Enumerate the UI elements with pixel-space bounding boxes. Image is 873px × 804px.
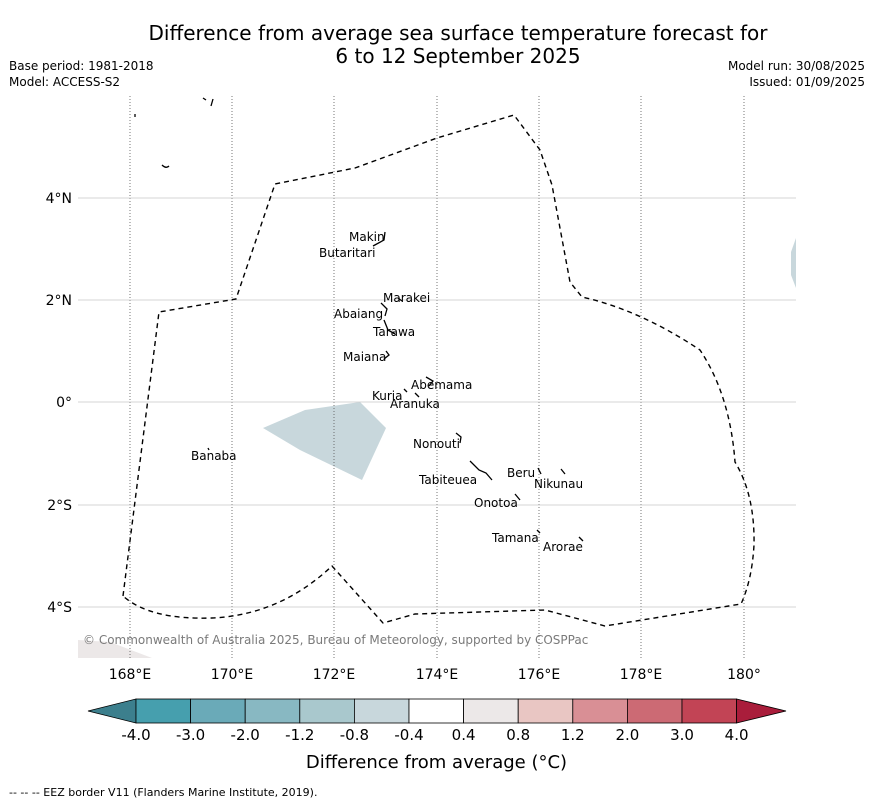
island-outline-north-4 xyxy=(161,164,170,168)
base-period: Base period: 1981-2018 xyxy=(9,59,154,73)
island-outline-onotoa xyxy=(514,493,521,501)
map-title: Difference from average sea surface temp… xyxy=(88,22,828,68)
colorbar-segment xyxy=(517,698,574,724)
island-outline-nikunau xyxy=(560,468,566,475)
latitude-gridlines xyxy=(78,197,796,608)
island-outline-tabiteuea xyxy=(469,460,493,481)
label-makin: Makin xyxy=(349,230,385,244)
colorbar-segment xyxy=(572,698,628,724)
lat-tick-label: 4°S xyxy=(47,600,72,616)
label-tabiteuea: Tabiteuea xyxy=(418,473,477,487)
lon-tick-label: 170°E xyxy=(211,667,254,683)
label-tarawa: Tarawa xyxy=(372,325,415,339)
label-maiana: Maiana xyxy=(343,350,386,364)
meta-left: Base period: 1981-2018 Model: ACCESS-S2 xyxy=(9,58,154,90)
label-beru: Beru xyxy=(507,466,535,480)
label-butaritari: Butaritari xyxy=(319,246,376,260)
label-banaba: Banaba xyxy=(191,449,237,463)
label-kuria: Kuria xyxy=(372,389,403,403)
island-outline-north-1 xyxy=(202,97,207,101)
model-run: Model run: 30/08/2025 xyxy=(727,59,865,73)
title-line-2: 6 to 12 September 2025 xyxy=(335,44,581,68)
copyright-text: © Commonwealth of Australia 2025, Bureau… xyxy=(83,633,588,647)
island-outline-aranuka xyxy=(414,392,420,398)
colorbar-tick-label: -2.0 xyxy=(231,726,260,744)
colorbar-tick-label: 0.4 xyxy=(452,726,476,744)
colorbar-segment xyxy=(190,698,246,724)
label-marakei: Marakei xyxy=(383,291,430,305)
lat-tick-label: 2°S xyxy=(47,498,72,514)
colorbar-segment xyxy=(627,698,683,724)
eez-border xyxy=(122,114,755,627)
colorbar-tick-label: 0.8 xyxy=(506,726,530,744)
colorbar-segment xyxy=(463,698,519,724)
longitude-gridlines xyxy=(129,96,745,658)
model-name: Model: ACCESS-S2 xyxy=(9,75,121,89)
island-labels: Makin Butaritari Marakei Abaiang Tarawa … xyxy=(191,230,583,554)
meta-right: Model run: 30/08/2025 Issued: 01/09/2025 xyxy=(728,58,865,90)
cool-anomaly-edge xyxy=(791,238,796,288)
island-outline-marakei xyxy=(397,297,403,302)
lon-tick-label: 178°E xyxy=(620,667,663,683)
label-abemama: Abemama xyxy=(411,378,472,392)
island-outline-nonouti xyxy=(455,432,462,444)
colorbar-segment xyxy=(244,698,301,724)
lat-tick-label: 0° xyxy=(56,395,72,411)
issued-date: Issued: 01/09/2025 xyxy=(749,75,865,89)
island-outline-kuria xyxy=(403,388,408,393)
colorbar-tick-label: -0.8 xyxy=(340,726,369,744)
eez-footer-note: -- -- -- EEZ border V11 (Flanders Marine… xyxy=(9,786,318,799)
warm-anomaly-patch xyxy=(78,640,152,658)
island-outline-beru xyxy=(537,467,542,475)
colorbar: -4.0 -3.0 -2.0 -1.2 -0.8 -0.4 0.4 0.8 1.2 2.0 3.0 4… xyxy=(87,698,787,744)
lon-tick-label: 180° xyxy=(727,667,761,683)
cool-anomaly-patch xyxy=(263,402,386,480)
lon-tick-label: 174°E xyxy=(416,667,459,683)
latitude-tick-labels: 4°N 2°N 0° 2°S 4°S xyxy=(46,191,73,616)
island-outline-maiana xyxy=(383,350,390,360)
island-outlines xyxy=(134,97,584,542)
colorbar-segment xyxy=(135,698,191,724)
island-outline-tamana xyxy=(536,529,541,534)
colorbar-under-arrow xyxy=(87,698,137,724)
colorbar-over-arrow xyxy=(736,698,787,724)
lon-tick-label: 176°E xyxy=(518,667,561,683)
colorbar-tick-label: 2.0 xyxy=(615,726,639,744)
colorbar-tick-label: 3.0 xyxy=(670,726,694,744)
colorbar-label: Difference from average (°C) xyxy=(305,752,568,773)
colorbar-segment xyxy=(299,698,355,724)
lat-tick-label: 4°N xyxy=(46,191,72,207)
lon-tick-label: 172°E xyxy=(313,667,356,683)
colorbar-tick-label: -4.0 xyxy=(121,726,150,744)
colorbar-segment xyxy=(681,698,737,724)
colorbar-tick-label: 1.2 xyxy=(561,726,585,744)
colorbar-tick-label: -1.2 xyxy=(285,726,314,744)
label-aranuka: Aranuka xyxy=(390,397,440,411)
island-outline-north-2 xyxy=(210,98,214,107)
colorbar-tick-label: 4.0 xyxy=(725,726,749,744)
island-outline-makin xyxy=(372,231,386,247)
island-outline-tarawa xyxy=(383,319,396,335)
lat-tick-label: 2°N xyxy=(46,293,72,309)
label-onotoa: Onotoa xyxy=(474,496,518,510)
island-outline-abemama xyxy=(425,376,434,387)
island-outline-arorae xyxy=(578,536,584,542)
colorbar-segment xyxy=(408,698,464,724)
label-abaiang: Abaiang xyxy=(334,307,383,321)
label-arorae: Arorae xyxy=(543,540,583,554)
title-line-1: Difference from average sea surface temp… xyxy=(148,21,768,45)
colorbar-tick-label: -0.4 xyxy=(394,726,423,744)
colorbar-tick-label: -3.0 xyxy=(176,726,205,744)
island-outline-banaba xyxy=(207,447,210,451)
label-nikunau: Nikunau xyxy=(534,477,583,491)
label-nonouti: Nonouti xyxy=(413,437,460,451)
label-tamana: Tamana xyxy=(491,531,539,545)
island-outline-abaiang xyxy=(380,302,388,317)
longitude-tick-labels: 168°E 170°E 172°E 174°E 176°E 178°E 180° xyxy=(109,667,761,683)
colorbar-segment xyxy=(353,698,410,724)
lon-tick-label: 168°E xyxy=(109,667,152,683)
